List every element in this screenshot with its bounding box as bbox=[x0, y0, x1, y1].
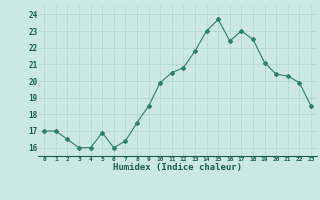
X-axis label: Humidex (Indice chaleur): Humidex (Indice chaleur) bbox=[113, 163, 242, 172]
